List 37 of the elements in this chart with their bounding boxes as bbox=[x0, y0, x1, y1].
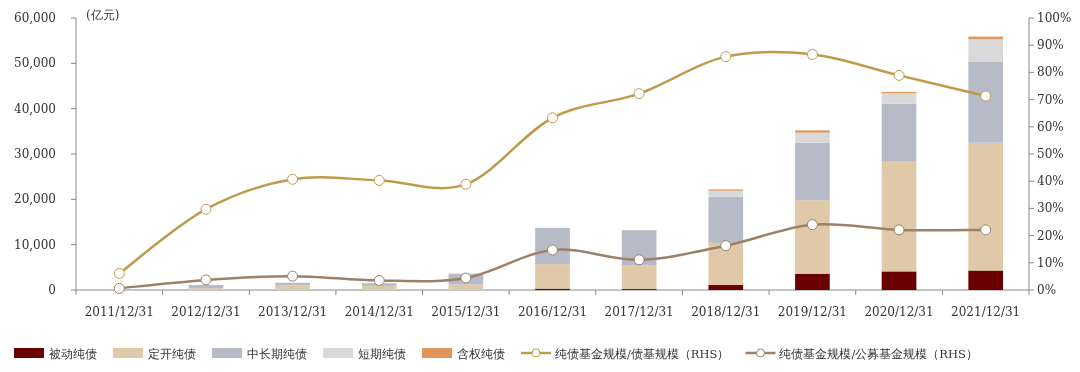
x-tick-label: 2014/12/31 bbox=[344, 305, 414, 319]
y2-tick-label: 10% bbox=[1037, 255, 1064, 270]
y-tick-label: 30,000 bbox=[14, 147, 56, 161]
y-tick-label: 20,000 bbox=[14, 192, 56, 207]
legend-label: 短期纯债 bbox=[358, 346, 406, 361]
legend-label: 纯债基金规模/债基规模（RHS） bbox=[555, 346, 730, 361]
legend-label: 含权纯债 bbox=[457, 346, 505, 361]
legend-label: 中长期纯债 bbox=[247, 346, 307, 361]
y2-tick-label: 70% bbox=[1037, 92, 1064, 107]
y2-tick-label: 50% bbox=[1037, 147, 1064, 161]
x-tick-label: 2011/12/31 bbox=[84, 305, 154, 319]
y2-tick-label: 30% bbox=[1037, 201, 1064, 216]
y-tick-label: 40,000 bbox=[14, 101, 56, 116]
y-tick-label: 0 bbox=[48, 283, 56, 297]
y-axis-title: (亿元) bbox=[86, 8, 120, 22]
x-tick-label: 2012/12/31 bbox=[171, 305, 241, 319]
x-tick-label: 2019/12/31 bbox=[777, 305, 847, 319]
y2-tick-label: 100% bbox=[1037, 11, 1072, 25]
x-tick-label: 2017/12/31 bbox=[604, 305, 674, 319]
x-tick-label: 2013/12/31 bbox=[258, 305, 328, 319]
x-tick-label: 2015/12/31 bbox=[431, 305, 501, 319]
y-tick-label: 10,000 bbox=[14, 237, 56, 252]
y2-tick-label: 20% bbox=[1037, 228, 1064, 243]
y-tick-label: 60,000 bbox=[14, 11, 56, 25]
x-tick-label: 2020/12/31 bbox=[864, 305, 934, 319]
y2-tick-label: 80% bbox=[1037, 65, 1064, 80]
legend-label: 定开纯债 bbox=[148, 346, 196, 361]
y2-tick-label: 90% bbox=[1037, 38, 1064, 53]
x-tick-label: 2021/12/31 bbox=[951, 305, 1021, 319]
y2-tick-label: 60% bbox=[1037, 119, 1064, 134]
x-tick-label: 2016/12/31 bbox=[517, 305, 588, 319]
legend-label: 纯债基金规模/公募基金规模（RHS） bbox=[779, 346, 978, 361]
y2-tick-label: 40% bbox=[1037, 174, 1064, 189]
x-tick-label: 2018/12/31 bbox=[691, 305, 761, 319]
y-tick-label: 50,000 bbox=[14, 56, 56, 71]
legend-label: 被动纯债 bbox=[49, 346, 97, 361]
y2-tick-label: 0% bbox=[1037, 283, 1057, 297]
